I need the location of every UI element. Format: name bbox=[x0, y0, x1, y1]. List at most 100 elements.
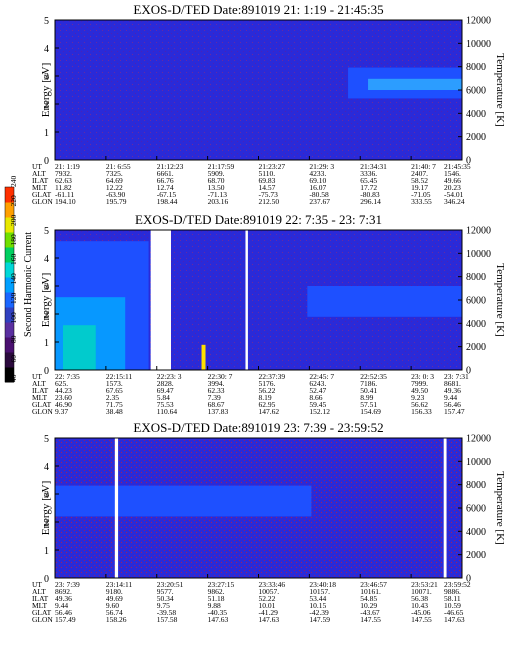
ephemeris-cell: 195.79 bbox=[106, 197, 127, 206]
y-right-tick-label: 0 bbox=[466, 366, 471, 377]
ephemeris-cell: 8.66 bbox=[309, 393, 322, 402]
colorbar-tick-label: 40 bbox=[9, 374, 18, 382]
y-tick-label: 5 bbox=[44, 226, 49, 237]
y-right-axis-label: Temperature [K] bbox=[494, 263, 505, 336]
ephemeris-cell: 69.47 bbox=[157, 386, 174, 395]
ephemeris-cell: 59.45 bbox=[309, 400, 326, 409]
ephemeris-cell: 9180. bbox=[106, 587, 123, 596]
ephemeris-row-label: GLON bbox=[32, 407, 53, 416]
panel-2: EXOS-D/TED Date:891019 22: 7:35 - 23: 7:… bbox=[32, 212, 505, 416]
ephemeris-cell: 52.22 bbox=[259, 594, 276, 603]
ephemeris-cell: 5.84 bbox=[157, 393, 170, 402]
colorbar-frame bbox=[4, 186, 15, 383]
y-axis-label: Energy [eV] bbox=[40, 63, 52, 117]
colorbar-tick-label: 140 bbox=[9, 273, 18, 285]
colorbar-segment bbox=[5, 217, 14, 233]
ephemeris-cell: 46.90 bbox=[55, 400, 72, 409]
y-axis-label: Energy [eV] bbox=[40, 481, 52, 535]
ephemeris-cell: 23:33:46 bbox=[259, 580, 286, 589]
colorbar-tick-label: 220 bbox=[9, 195, 18, 207]
ephemeris-row-label: ILAT bbox=[32, 594, 49, 603]
ephemeris-cell: 154.69 bbox=[360, 407, 381, 416]
ephemeris-cell: 9862. bbox=[208, 587, 225, 596]
ephemeris-row-label: GLAT bbox=[32, 400, 52, 409]
ephemeris-cell: 10157. bbox=[309, 587, 330, 596]
y-tick-label: 3 bbox=[44, 490, 49, 501]
ephemeris-cell: 147.55 bbox=[411, 615, 432, 624]
ephemeris-row-label: GLON bbox=[32, 615, 53, 624]
colorbar-segment bbox=[5, 322, 14, 338]
ephemeris-cell: 21:45:35 bbox=[444, 162, 471, 171]
ephemeris-cell: 20.23 bbox=[444, 183, 461, 192]
colorbar: 40 60 80 100 120 140 160 180 200 220 240 Second Har… bbox=[4, 176, 34, 383]
y-tick-label: 3 bbox=[44, 282, 49, 293]
y-right-tick-label: 12000 bbox=[466, 434, 491, 445]
colorbar-segment bbox=[5, 187, 14, 203]
ephemeris-cell: 58.52 bbox=[411, 176, 428, 185]
y-right-tick-label: 10000 bbox=[466, 457, 491, 468]
y-right-tick-label: 2000 bbox=[466, 342, 486, 353]
ephemeris-cell: 147.63 bbox=[259, 615, 280, 624]
ephemeris-cell: -43.67 bbox=[360, 608, 380, 617]
ephemeris-cell: 21:23:27 bbox=[259, 162, 286, 171]
y-right-axis-label: Temperature [K] bbox=[494, 471, 505, 544]
ephemeris-cell: 625. bbox=[55, 379, 68, 388]
ephemeris-cell: 69.83 bbox=[259, 176, 276, 185]
ephemeris-cell: 8681. bbox=[444, 379, 461, 388]
y-axis-label: Energy [eV] bbox=[40, 273, 52, 327]
ephemeris-cell: 56.46 bbox=[444, 400, 461, 409]
ephemeris-cell: 6661. bbox=[157, 169, 174, 178]
colorbar-tick-label: 200 bbox=[9, 215, 18, 227]
ephemeris-cell: 53.44 bbox=[309, 594, 326, 603]
y-tick-label: 1 bbox=[44, 128, 49, 139]
ephemeris-cell: -46.65 bbox=[444, 608, 464, 617]
ephemeris-cell: 333.55 bbox=[411, 197, 432, 206]
ephemeris-cell: 8.99 bbox=[360, 393, 373, 402]
colorbar-tick-label: 240 bbox=[9, 176, 18, 188]
ephemeris-cell: 9.37 bbox=[55, 407, 68, 416]
ephemeris-cell: 203.16 bbox=[208, 197, 229, 206]
ephemeris-cell: 7999. bbox=[411, 379, 428, 388]
heatmap-spike bbox=[201, 344, 206, 370]
y-right-tick-label: 12000 bbox=[466, 226, 491, 237]
colorbar-tick-label: 100 bbox=[9, 312, 18, 324]
ephemeris-cell: 49.36 bbox=[55, 594, 72, 603]
y-right-tick-label: 2000 bbox=[466, 550, 486, 561]
ephemeris-cell: 9886. bbox=[444, 587, 461, 596]
ephemeris-cell: 21:12:23 bbox=[157, 162, 184, 171]
data-gap bbox=[245, 230, 248, 370]
ephemeris-cell: 147.63 bbox=[444, 615, 465, 624]
ephemeris-cell: -54.01 bbox=[444, 190, 464, 199]
colorbar-segment bbox=[5, 247, 14, 263]
y-right-tick-label: 4000 bbox=[466, 319, 486, 330]
ephemeris-cell: 9.75 bbox=[157, 601, 170, 610]
ephemeris-cell: 65.45 bbox=[360, 176, 377, 185]
ephemeris-cell: 23:59:52 bbox=[444, 580, 471, 589]
ephemeris-cell: 56.38 bbox=[411, 594, 428, 603]
ephemeris-cell: 17.72 bbox=[360, 183, 377, 192]
y-tick-label: 4 bbox=[44, 462, 49, 473]
ephemeris-cell: 66.76 bbox=[157, 176, 174, 185]
ephemeris-row-label: UT bbox=[32, 162, 42, 171]
data-gap bbox=[150, 230, 171, 370]
y-right-tick-label: 8000 bbox=[466, 480, 486, 491]
ephemeris-cell: -39.58 bbox=[157, 608, 177, 617]
ephemeris-cell: 38.48 bbox=[106, 407, 123, 416]
ephemeris-cell: -71.13 bbox=[208, 190, 228, 199]
colorbar-segment bbox=[5, 202, 14, 218]
colorbar-tick-label: 160 bbox=[9, 254, 18, 266]
ephemeris-cell: 56.62 bbox=[411, 400, 428, 409]
heatmap-band bbox=[55, 485, 312, 517]
ephemeris-cell: 1546. bbox=[444, 169, 461, 178]
colorbar-segment bbox=[5, 352, 14, 368]
ephemeris-row-label: GLON bbox=[32, 197, 53, 206]
colorbar-segment bbox=[5, 232, 14, 248]
colorbar-segment bbox=[5, 337, 14, 353]
ephemeris-cell: 75.53 bbox=[157, 400, 174, 409]
ephemeris-cell: 57.51 bbox=[360, 400, 377, 409]
heatmap-band bbox=[307, 286, 462, 317]
ephemeris-cell: 10161. bbox=[360, 587, 381, 596]
y-tick-label: 0 bbox=[44, 574, 49, 585]
ephemeris-cell: 22:30: 7 bbox=[208, 372, 233, 381]
